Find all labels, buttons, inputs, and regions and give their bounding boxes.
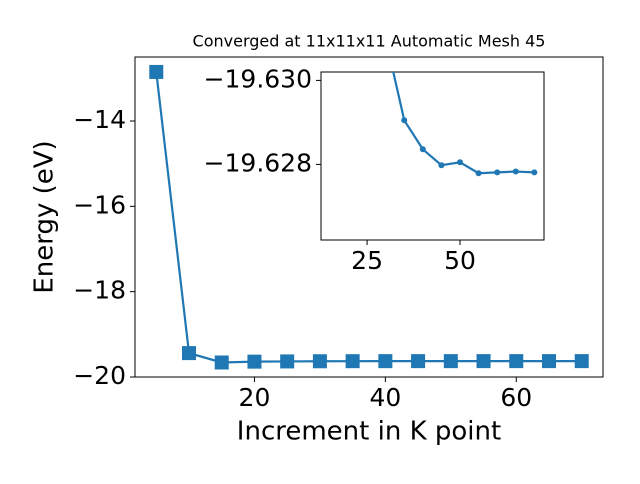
y-tick-label: −20 [73,361,126,390]
point [457,159,464,166]
y-tick-label: −14 [73,105,126,134]
y-tick-label: −18 [73,276,126,305]
point [401,117,408,124]
point [509,354,524,369]
point [345,354,360,369]
inset-frame [320,71,545,241]
point [574,354,589,369]
point [312,354,327,369]
point [438,162,445,169]
point [443,354,458,369]
point [149,64,164,79]
point [419,146,426,153]
y-tick-label: −19.628 [204,148,312,177]
point [494,169,501,176]
y-tick-label: −19.630 [204,64,312,93]
plot-area [149,64,589,370]
point [531,169,538,176]
y-axis-label: Energy (eV) [30,140,60,293]
point [378,354,393,369]
point [512,168,519,175]
point [476,354,491,369]
point [542,354,556,369]
plot-area [392,72,538,177]
x-tick-label: 25 [351,246,383,275]
point [411,354,426,369]
x-tick-label: 60 [500,383,532,412]
point [214,355,229,370]
x-axis-label: Increment in K point [237,417,501,447]
chart-title: Converged at 11x11x11 Automatic Mesh 45 [193,32,546,51]
x-tick-label: 40 [369,383,401,412]
x-tick-label: 20 [239,383,271,412]
x-tick-label: 50 [444,246,476,275]
y-tick-label: −16 [73,190,126,219]
point [247,354,262,369]
point [280,354,295,369]
point [475,170,482,177]
point [182,346,196,361]
